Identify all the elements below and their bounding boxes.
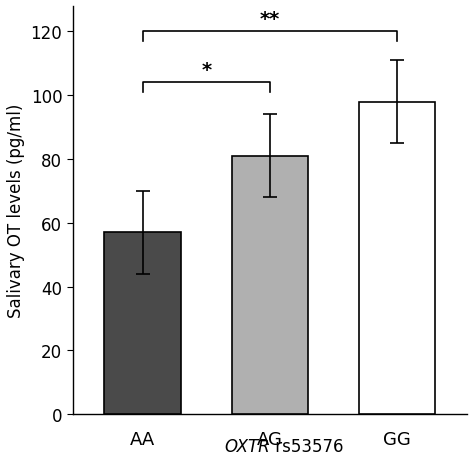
Text: *: * — [201, 61, 211, 80]
Text: rs53576: rs53576 — [270, 437, 343, 455]
Text: **: ** — [260, 10, 280, 29]
Bar — [359, 102, 435, 414]
Text: OXTR: OXTR — [224, 437, 270, 455]
Bar — [104, 233, 181, 414]
Y-axis label: Salivary OT levels (pg/ml): Salivary OT levels (pg/ml) — [7, 104, 25, 318]
Bar — [232, 157, 308, 414]
